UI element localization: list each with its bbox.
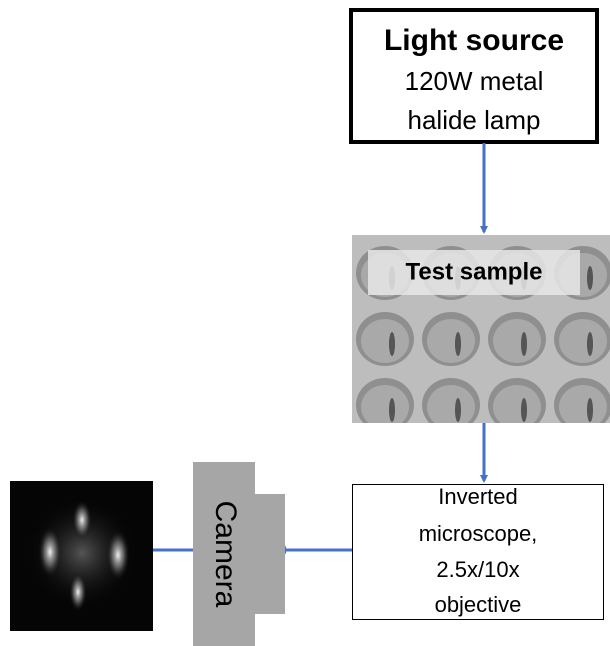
page: Light source 120W metal halide lamp Test… <box>0 0 610 646</box>
sample-title: Test sample <box>406 258 543 285</box>
microscope-line: microscope, <box>419 521 538 546</box>
diagram: Light source 120W metal halide lamp Test… <box>0 0 610 646</box>
light-source-title: Light source <box>384 24 564 57</box>
light-source-line: halide lamp <box>408 105 541 135</box>
camera-image <box>10 481 153 631</box>
light-source-line: 120W metal <box>405 66 544 96</box>
microscope-line: Inverted <box>438 484 518 509</box>
microscope-line: 2.5x/10x <box>436 557 519 582</box>
camera-title: Camera <box>209 501 242 608</box>
microscope-line: objective <box>435 592 522 617</box>
camera-lens <box>255 494 285 614</box>
